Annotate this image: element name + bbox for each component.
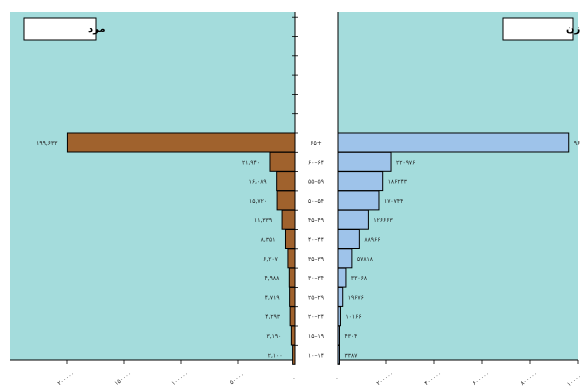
- female-bar: [337, 325, 340, 346]
- male-bar: [289, 306, 296, 327]
- age-group-label: ۳۵–۳۹: [308, 256, 324, 263]
- age-group-label: ۵۵–۵۹: [308, 179, 324, 186]
- female-bar-value-label: ۸۸۹۶۶: [364, 237, 380, 244]
- male-bar-value-label: ۴,۷۱۹: [265, 294, 280, 301]
- female-bar: [337, 267, 347, 288]
- male-bar: [276, 190, 296, 211]
- male-bar-value-label: ۱۵,۷۲۰: [249, 198, 267, 205]
- female-bar-value-label: ۱۰۱۶۶: [345, 314, 361, 321]
- male-bar: [284, 229, 296, 249]
- female-bar: [337, 151, 392, 172]
- male-bar: [289, 286, 296, 307]
- male-bar-value-label: ۱۱,۳۳۹: [254, 217, 272, 224]
- male-bar: [288, 267, 296, 288]
- female-bar: [337, 344, 340, 365]
- male-title-box: مرد: [23, 17, 106, 41]
- age-group-label: ۲۵–۲۹: [308, 294, 324, 301]
- male-bar: [269, 151, 296, 172]
- male-bar-value-label: ۱۹۹,۶۳۳: [36, 140, 58, 147]
- male-bar: [287, 248, 296, 269]
- age-group-label: ۶۵+: [310, 140, 321, 147]
- female-bar-value-label: ۲۲۰۹۷۶: [396, 159, 415, 166]
- male-plot-area: [10, 12, 295, 360]
- age-group-label: ۴۰–۴۴: [308, 237, 324, 244]
- male-title: مرد: [88, 24, 106, 35]
- female-bar: [337, 132, 570, 153]
- male-bar: [276, 171, 296, 192]
- male-bar-value-label: ۱۶,۰۸۹: [249, 179, 267, 186]
- male-bar: [66, 132, 296, 153]
- female-bar: [337, 306, 341, 327]
- female-bar: [337, 209, 369, 230]
- male-bar-value-label: ۶,۲۰۷: [263, 256, 279, 263]
- female-bar-value-label: ۳۳۸۷: [345, 352, 359, 359]
- male-bar: [281, 209, 296, 230]
- male-bar: [290, 325, 296, 346]
- male-bar: [292, 344, 296, 365]
- female-bar: [337, 248, 353, 269]
- age-group-label: ۳۰–۳۴: [308, 275, 324, 282]
- female-bar-value-label: ۳۳۰۶۸: [351, 275, 368, 282]
- age-group-label: ۶۰–۶۴: [308, 159, 324, 166]
- age-group-label: ۴۵–۴۹: [308, 217, 324, 224]
- female-bar-value-label: ۱۸۶۲۴۳: [388, 179, 408, 186]
- female-bar: [337, 190, 380, 211]
- female-bar-value-label: ۱۷۰۷۴۴: [384, 198, 403, 205]
- female-title: زن: [566, 24, 580, 35]
- female-x-tick-label: ۰: [334, 375, 341, 383]
- male-bar-value-label: ۳,۱۹۰: [267, 333, 282, 340]
- female-bar-value-label: ۴۳۰۴: [345, 333, 358, 340]
- female-bar-value-label: ۹۶۱۳۸۸: [574, 140, 580, 147]
- male-bar-value-label: ۲,۱۰۰: [268, 352, 283, 359]
- female-bar: [337, 229, 360, 249]
- age-group-label: ۱۰–۱۴: [308, 352, 324, 359]
- age-group-label: ۱۵–۱۹: [308, 333, 324, 340]
- female-bar-value-label: ۱۲۶۶۶۳: [373, 217, 393, 224]
- age-group-label: ۲۰–۲۴: [308, 314, 324, 321]
- male-bar-value-label: ۴,۲۹۳: [265, 314, 281, 321]
- female-bar: [337, 286, 344, 307]
- female-bar-value-label: ۱۹۶۷۶: [348, 294, 364, 301]
- male-x-tick-label: ۰: [291, 375, 298, 383]
- female-bar: [337, 171, 384, 192]
- male-bar-value-label: ۸,۳۵۱: [261, 237, 276, 244]
- male-bar-value-label: ۴,۹۸۸: [265, 275, 281, 282]
- female-title-box: زن: [502, 17, 580, 41]
- male-bar-value-label: ۲۱,۹۴۰: [242, 159, 260, 166]
- female-bar-value-label: ۵۷۸۱۸: [357, 256, 374, 263]
- age-group-label: ۵۰–۵۴: [308, 198, 324, 205]
